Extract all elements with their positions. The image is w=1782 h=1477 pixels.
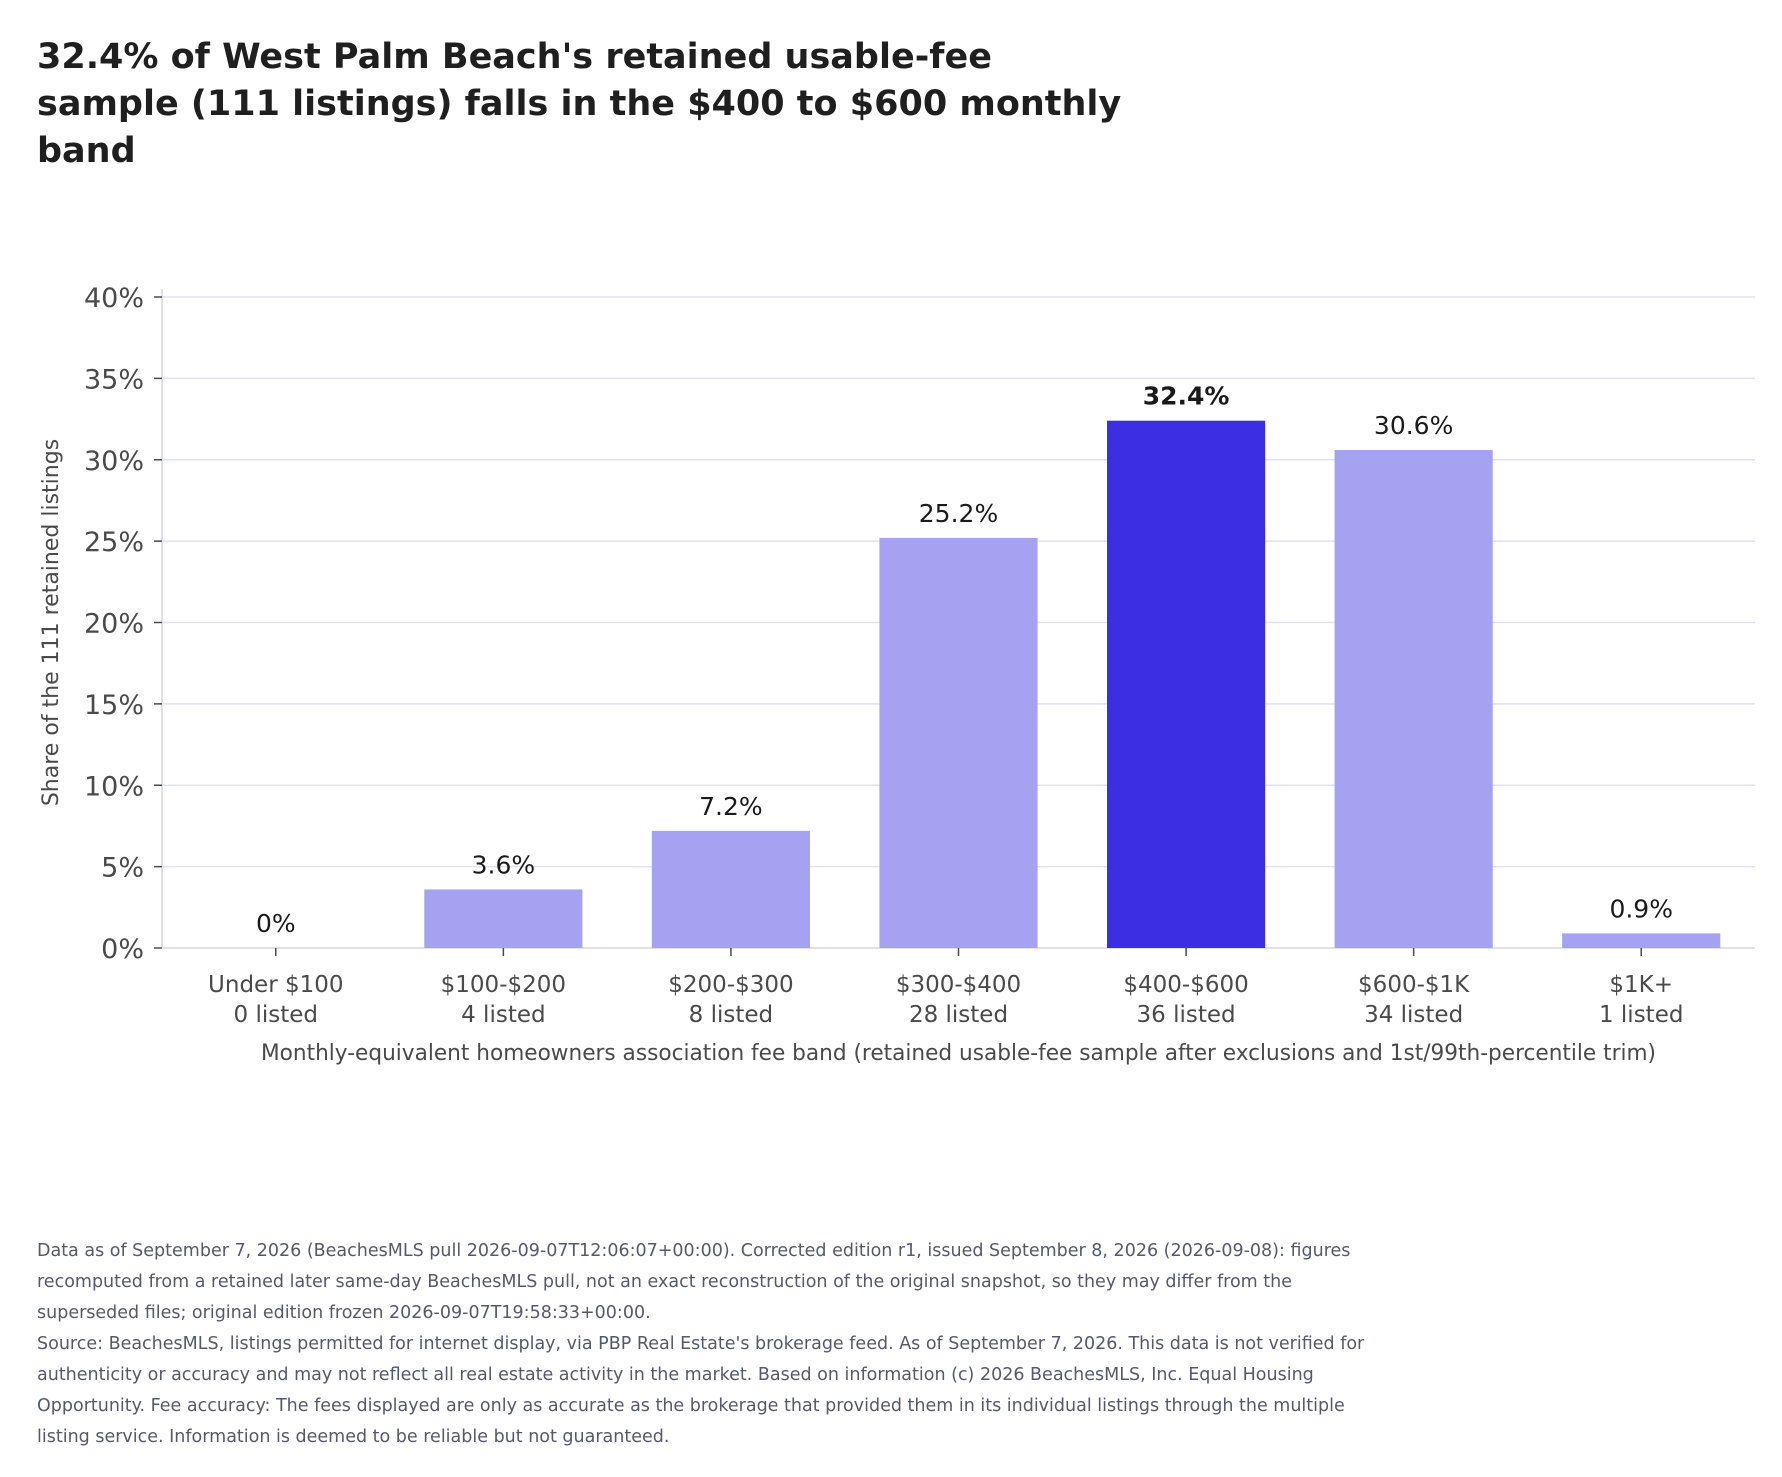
bar [879, 537, 1038, 948]
y-tick-label: 20% [84, 609, 144, 640]
data-label: 7.2% [699, 792, 763, 821]
x-tick-count: 1 listed [1599, 1002, 1683, 1028]
data-label: 0% [256, 909, 296, 938]
x-tick-label: $1K+ [1609, 972, 1673, 998]
y-tick-label: 0% [101, 934, 144, 965]
x-tick-count: 4 listed [461, 1002, 545, 1028]
bar [1562, 933, 1721, 948]
data-label: 32.4% [1143, 382, 1230, 411]
x-tick-label: Under $100 [208, 972, 343, 998]
x-tick-count: 0 listed [234, 1002, 318, 1028]
data-note: Data as of September 7, 2026 (BeachesMLS… [37, 1241, 1351, 1323]
data-label: 3.6% [472, 850, 536, 879]
data-label: 30.6% [1374, 411, 1453, 440]
y-tick-label: 15% [84, 690, 144, 721]
value-labels: 0% 3.6% 7.2% 25.2% 32.4% 30.6% 0.9% [256, 382, 1673, 938]
x-tick-label: $200-$300 [668, 972, 793, 998]
bar [1334, 449, 1493, 948]
chart-title: 32.4% of West Palm Beach's retained usab… [37, 37, 1122, 171]
x-tick-label: $300-$400 [896, 972, 1021, 998]
data-label: 0.9% [1609, 894, 1673, 923]
x-axis-label: Monthly-equivalent homeowners associatio… [261, 1041, 1656, 1066]
x-tick-label: $600-$1K [1358, 972, 1470, 998]
x-tick-label: $100-$200 [441, 972, 566, 998]
x-tick-count: 34 listed [1364, 1002, 1463, 1028]
bars [424, 420, 1721, 948]
bar [1106, 420, 1266, 948]
x-tick-count: 36 listed [1137, 1002, 1236, 1028]
y-tick-label: 10% [84, 771, 144, 802]
data-label: 25.2% [919, 499, 998, 528]
bar [424, 889, 583, 948]
y-axis-label: Share of the 111 retained listings [39, 439, 64, 806]
y-tick-label: 30% [84, 446, 144, 477]
y-tick-label: 5% [101, 853, 144, 884]
x-tick-count: 28 listed [909, 1002, 1008, 1028]
y-axis-ticks: 0% 5% 10% 15% 20% 25% 30% 35% 40% [84, 283, 162, 965]
x-axis-ticks: Under $100 0 listed $100-$200 4 listed $200-… [208, 948, 1683, 1028]
x-tick-label: $400-$600 [1123, 972, 1248, 998]
x-tick-count: 8 listed [689, 1002, 773, 1028]
footnotes: Data as of September 7, 2026 (BeachesMLS… [37, 1236, 1387, 1453]
bar [651, 830, 811, 948]
y-tick-label: 35% [84, 364, 144, 395]
source-note: Source: BeachesMLS, listings permitted f… [37, 1334, 1365, 1447]
y-tick-label: 25% [84, 527, 144, 558]
bar-chart: 0% 5% 10% 15% 20% 25% 30% 35% 40% 0% 3.6% 7.2% 25.2… [39, 283, 1755, 1066]
y-tick-label: 40% [84, 283, 144, 314]
